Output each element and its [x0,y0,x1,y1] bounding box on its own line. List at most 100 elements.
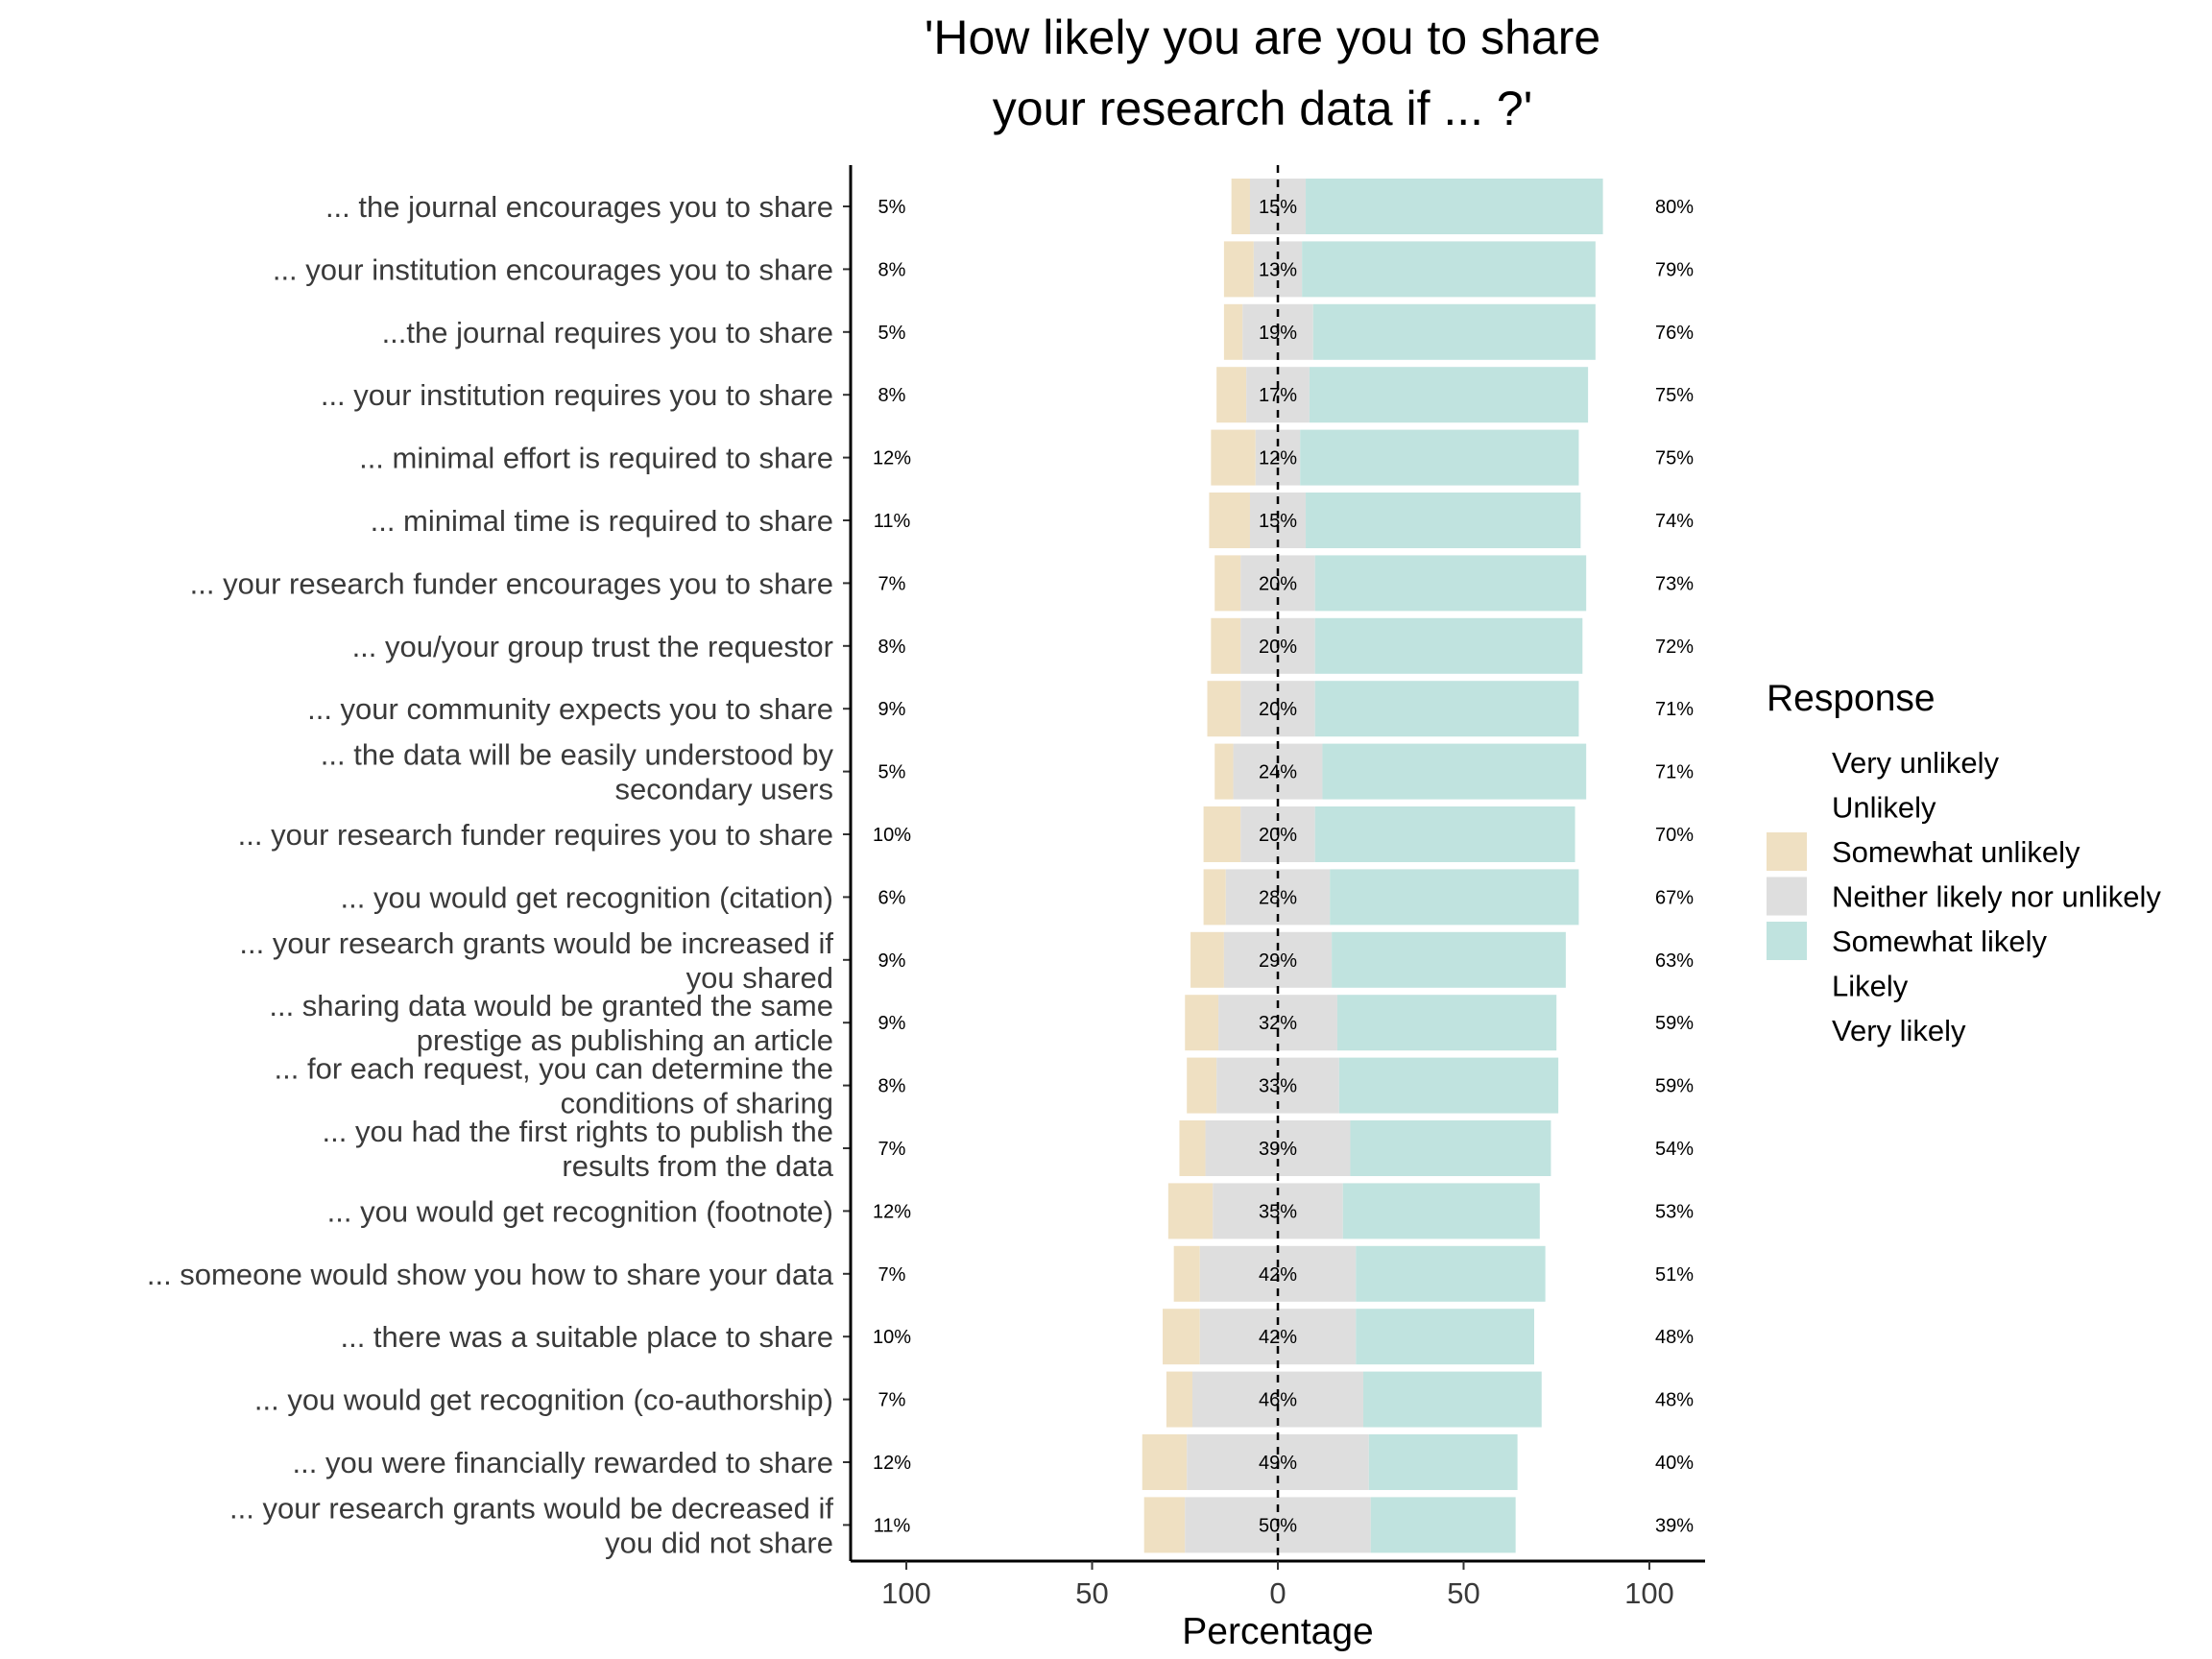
pct-label-unlikely: 10% [873,1327,911,1348]
category-label: ...the journal requires you to share [382,316,833,349]
bar-somewhat-likely [1322,743,1587,800]
pct-label-likely: 80% [1655,197,1694,218]
pct-label-likely: 71% [1655,699,1694,720]
legend-label: Somewhat unlikely [1832,835,2080,869]
category-label: ... minimal effort is required to share [359,442,833,475]
pct-label-unlikely: 5% [878,197,906,218]
pct-label-unlikely: 12% [873,1453,911,1474]
pct-label-likely: 53% [1655,1201,1694,1222]
bars-layer [1142,179,1603,1553]
pct-label-unlikely: 8% [878,385,906,406]
category-label: ... you would get recognition (footnote) [327,1194,833,1228]
pct-label-neutral: 20% [1259,637,1297,658]
x-tick-label: 100 [1624,1576,1674,1610]
pct-label-neutral: 49% [1259,1453,1297,1474]
category-label: ... for each request, you can determine … [275,1052,833,1086]
bar-somewhat-likely [1300,429,1579,486]
pct-label-likely: 70% [1655,825,1694,846]
category-label: secondary users [615,773,833,806]
bar-somewhat-likely [1356,1309,1534,1365]
bar-somewhat-likely [1368,1434,1518,1490]
x-tick-label: 0 [1269,1576,1286,1610]
bar-somewhat-likely [1330,869,1579,926]
category-label: ... minimal time is required to share [371,504,833,538]
pct-label-neutral: 17% [1259,385,1297,406]
bar-somewhat-unlikely [1167,1183,1214,1239]
category-label: ... your research grants would be increa… [239,926,833,960]
bar-somewhat-likely [1314,806,1575,862]
pct-label-neutral: 39% [1259,1139,1297,1160]
pct-label-neutral: 29% [1259,950,1297,972]
pct-label-neutral: 19% [1259,323,1297,344]
legend-label: Somewhat likely [1832,925,2047,958]
pct-label-likely: 59% [1655,1013,1694,1034]
bar-somewhat-unlikely [1190,931,1224,988]
pct-label-unlikely: 5% [878,762,906,783]
pct-label-neutral: 50% [1259,1515,1297,1536]
bar-somewhat-likely [1302,241,1596,298]
category-label: conditions of sharing [561,1087,833,1120]
pct-label-unlikely: 11% [874,1515,911,1536]
bar-somewhat-unlikely [1185,995,1219,1051]
bar-somewhat-likely [1314,555,1587,612]
pct-label-neutral: 35% [1259,1201,1297,1222]
category-label: ... your research funder requires you to… [238,818,833,852]
pct-label-likely: 79% [1655,259,1694,280]
pct-label-unlikely: 10% [873,825,911,846]
pct-label-likely: 51% [1655,1264,1694,1286]
bar-somewhat-likely [1336,995,1557,1051]
pct-label-likely: 59% [1655,1076,1694,1097]
pct-label-neutral: 42% [1259,1264,1297,1286]
pct-label-likely: 63% [1655,950,1694,972]
category-label: ... your research funder encourages you … [190,566,833,600]
bar-somewhat-unlikely [1166,1371,1192,1428]
chart-title: 'How likely you are you to share your re… [925,11,1600,135]
legend-label: Likely [1832,970,1909,1003]
bar-somewhat-unlikely [1209,493,1250,548]
legend-swatch [1767,922,1807,960]
legend-label: Very unlikely [1832,746,2000,780]
bar-somewhat-unlikely [1203,806,1241,862]
category-label: ... your institution encourages you to s… [273,252,833,286]
category-label: ... your institution requires you to sha… [321,378,833,412]
pct-label-likely: 73% [1655,573,1694,594]
percent-labels: 5% 15% 80% 8% 13% 79% 5% 19% 76% 8% 17% 75% 12% 12% 75… [873,197,1694,1536]
legend-swatch [1767,832,1807,871]
bar-somewhat-unlikely [1211,429,1256,486]
pct-label-unlikely: 12% [873,448,911,469]
pct-label-unlikely: 8% [878,637,906,658]
pct-label-unlikely: 7% [878,1264,906,1286]
pct-label-neutral: 33% [1259,1076,1297,1097]
pct-label-neutral: 13% [1259,259,1297,280]
category-label: ... sharing data would be granted the sa… [269,989,833,1022]
pct-label-unlikely: 8% [878,259,906,280]
pct-label-likely: 76% [1655,323,1694,344]
pct-label-likely: 48% [1655,1327,1694,1348]
x-tick-label: 50 [1447,1576,1479,1610]
legend-label: Very likely [1832,1014,1966,1047]
category-labels: ... the journal encourages you to share.… [147,190,834,1559]
category-label: ... the journal encourages you to share [325,190,833,224]
bar-somewhat-likely [1314,681,1579,737]
pct-label-neutral: 20% [1259,825,1297,846]
category-label: ... you had the first rights to publish … [323,1115,833,1148]
bar-somewhat-likely [1314,617,1583,674]
bar-somewhat-unlikely [1142,1434,1188,1490]
pct-label-unlikely: 9% [878,699,906,720]
legend-label: Unlikely [1832,791,1936,825]
bar-somewhat-likely [1363,1371,1542,1428]
pct-label-likely: 71% [1655,762,1694,783]
category-label: you shared [686,961,833,995]
pct-label-unlikely: 12% [873,1201,911,1222]
legend-swatch [1767,966,1807,1005]
pct-label-neutral: 42% [1259,1327,1297,1348]
pct-label-unlikely: 5% [878,323,906,344]
bar-somewhat-likely [1312,303,1596,360]
category-label: you did not share [605,1526,833,1559]
pct-label-unlikely: 9% [878,950,906,972]
category-label: ... someone would show you how to share … [147,1258,834,1291]
pct-label-neutral: 20% [1259,699,1297,720]
pct-label-neutral: 20% [1259,573,1297,594]
bar-somewhat-likely [1332,931,1566,988]
